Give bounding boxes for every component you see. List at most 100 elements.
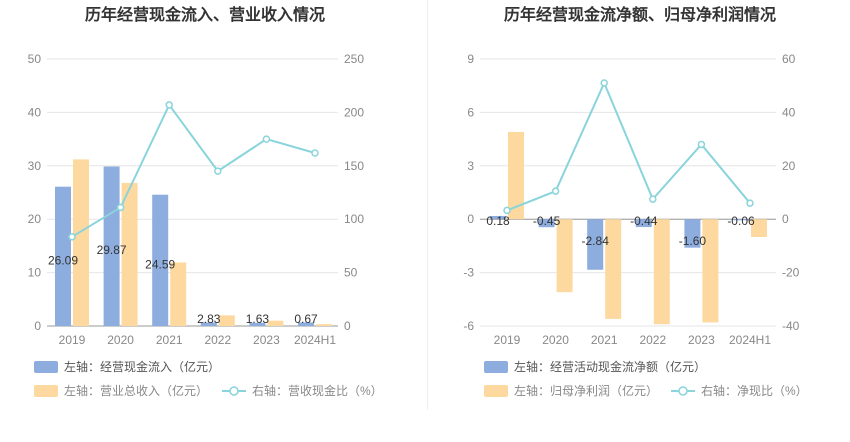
chart1-line-point <box>262 135 271 143</box>
chart1-x-tick: 2021 <box>156 333 183 347</box>
chart2-bar-secondary <box>653 219 670 325</box>
chart2-bar-secondary <box>702 219 719 323</box>
chart2-line-point <box>551 187 560 195</box>
chart2-y-right-tick: 40 <box>782 105 796 119</box>
chart1-y-left-tick: 50 <box>28 52 42 66</box>
chart1-bar-secondary <box>316 324 332 326</box>
chart2-data-label: 0.18 <box>486 214 510 228</box>
chart1-line-point <box>116 203 125 212</box>
chart1-y-left-tick: 30 <box>28 159 42 173</box>
chart1-legend-label-line: 右轴：营收现金比（%） <box>252 383 383 398</box>
chart2-data-label: -0.06 <box>727 214 755 228</box>
chart2-line-point <box>746 199 754 207</box>
chart1-bar-secondary <box>267 320 284 326</box>
chart2-x-tick: 2022 <box>639 333 666 347</box>
chart2-legend-label-secondary: 左轴：归母净利润（亿元） <box>514 383 658 398</box>
chart1-x-tick: 2023 <box>253 333 280 347</box>
chart1-legend-label-secondary: 左轴：营业总收入（亿元） <box>64 383 208 398</box>
chart1-line-point <box>68 233 76 241</box>
chart2-y-left-tick: 3 <box>467 159 474 173</box>
chart1-legend-swatch-line-marker <box>229 386 239 396</box>
chart2-data-label: -1.60 <box>679 234 707 248</box>
chart1-bar-primary <box>103 166 120 326</box>
chart1-data-label: 2.83 <box>197 312 221 326</box>
chart2-title: 历年经营现金流净额、归母净利润情况 <box>504 5 776 24</box>
chart1-bar-primary <box>249 322 266 326</box>
chart2-line-series <box>506 80 751 212</box>
chart1-line-series <box>71 102 316 238</box>
chart2-line-point <box>697 140 706 149</box>
chart1-data-label: 29.87 <box>97 243 127 257</box>
chart2-line-point <box>503 206 511 215</box>
chart1-legend-swatch-secondary <box>34 385 58 397</box>
chart1-y-right-tick: 0 <box>344 319 351 333</box>
chart1-y-left-tick: 20 <box>28 212 42 226</box>
chart2-line-point <box>649 195 657 203</box>
chart1-y-right-tick: 100 <box>344 212 364 226</box>
chart2-y-left-tick: 0 <box>467 212 474 226</box>
chart2-x-tick: 2019 <box>494 333 521 347</box>
chart1-y-left-tick: 40 <box>28 105 42 119</box>
chart2-legend-swatch-secondary <box>484 385 508 397</box>
chart2-bar-secondary <box>508 131 524 220</box>
chart1-bar-secondary <box>218 315 235 326</box>
chart1-x-tick: 2020 <box>107 333 134 347</box>
chart2-y-right-tick: 20 <box>782 159 796 173</box>
chart1-bar-primary <box>152 194 169 326</box>
chart2-y-right-tick: -20 <box>782 266 800 280</box>
chart2-bar-primary <box>587 219 604 270</box>
chart1-y-right-tick: 50 <box>344 266 358 280</box>
chart1-data-label: 0.67 <box>294 312 318 326</box>
chart1-x-tick: 2019 <box>59 333 86 347</box>
chart2-data-label: -0.44 <box>630 214 658 228</box>
chart1-x-tick: 2022 <box>204 333 231 347</box>
chart1-bar-secondary <box>73 159 89 326</box>
chart1-y-right-tick: 250 <box>344 52 364 66</box>
chart2-bar-primary <box>635 219 652 228</box>
chart2-y-left-tick: 9 <box>467 52 474 66</box>
chart1-data-label: 26.09 <box>48 253 78 267</box>
chart2-bar-primary <box>490 215 506 220</box>
chart1-line-point <box>165 101 173 109</box>
chart1-line-point <box>214 167 222 175</box>
chart2-y-left-tick: -3 <box>463 266 474 280</box>
chart1-y-left-tick: 10 <box>28 266 42 280</box>
chart2-bar-primary <box>538 219 555 228</box>
chart2-y-left-tick: 6 <box>467 105 474 119</box>
chart1-line-point <box>311 149 319 157</box>
chart1-bar-primary <box>200 322 217 326</box>
chart2-x-tick: 2023 <box>688 333 715 347</box>
chart2-legend-swatch-line-marker <box>678 386 688 396</box>
chart2-legend-swatch-primary <box>484 361 508 373</box>
chart1-data-label: 24.59 <box>145 257 175 271</box>
chart2-bar-secondary <box>751 219 767 237</box>
chart2-x-tick: 2021 <box>591 333 618 347</box>
chart1-data-label: 1.63 <box>246 312 270 326</box>
chart2-bar-secondary <box>556 219 573 293</box>
chart2-y-right-tick: 0 <box>782 212 789 226</box>
chart2-bar-secondary <box>605 219 622 319</box>
chart2-x-tick: 2020 <box>542 333 569 347</box>
chart2-line-point <box>600 79 608 87</box>
chart1-bar-primary <box>55 186 71 326</box>
chart1-bar-secondary <box>170 262 187 326</box>
chart2-bar-primary <box>684 219 701 248</box>
chart2-y-right-tick: -40 <box>782 319 800 333</box>
chart1-bar-secondary <box>121 182 138 326</box>
chart1-y-right-tick: 150 <box>344 159 364 173</box>
panel-divider <box>427 0 428 410</box>
chart2-data-label: -0.45 <box>533 214 561 228</box>
chart1-title: 历年经营现金流入、营业收入情况 <box>85 5 325 24</box>
chart1-x-tick: 2024H1 <box>294 333 336 347</box>
chart2-x-tick: 2024H1 <box>729 333 771 347</box>
chart2-y-left-tick: -6 <box>463 319 474 333</box>
chart2-legend-label-line: 右轴：净现比（%） <box>701 383 808 398</box>
chart1-y-left-tick: 0 <box>34 319 41 333</box>
chart2-bar-primary <box>733 219 749 221</box>
chart2-legend-label-primary: 左轴：经营活动现金流净额（亿元） <box>514 359 706 374</box>
chart2-y-right-tick: 60 <box>782 52 796 66</box>
chart1-bar-primary <box>298 322 314 326</box>
chart2-data-label: -2.84 <box>582 234 610 248</box>
